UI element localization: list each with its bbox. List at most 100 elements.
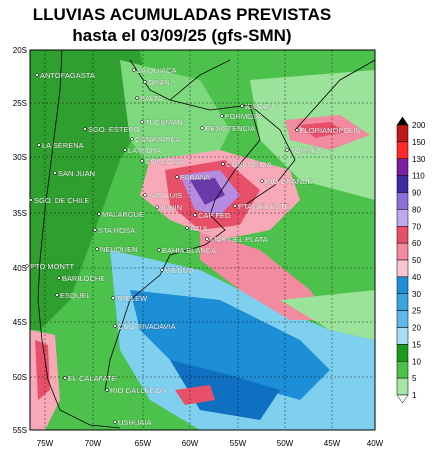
city-label: PTA DEL ESTE <box>238 202 290 211</box>
city-marker <box>135 96 139 100</box>
city-marker <box>175 175 179 179</box>
city-label: TUCUMAN <box>145 118 183 127</box>
city-label: RIO GALLEGOS <box>110 386 166 395</box>
city-label: SAN LUIS <box>148 191 182 200</box>
colorbar-bottom-arrow <box>396 394 409 404</box>
city-label: CORDOBA <box>145 157 183 166</box>
city-marker <box>95 247 99 251</box>
colorbar-box <box>396 226 409 244</box>
colorbar-box <box>396 242 409 261</box>
colorbar-box <box>396 175 409 193</box>
city-label: NEUQUEN <box>100 245 138 254</box>
colorbar-box <box>396 259 409 278</box>
city-marker <box>97 212 101 216</box>
colorbar-label: 110 <box>412 172 425 181</box>
city-label: BAHIA BLANCA <box>162 246 216 255</box>
colorbar-label: 50 <box>412 256 421 265</box>
colorbar-box <box>396 209 409 227</box>
city-marker <box>37 143 41 147</box>
colorbar-label: 5 <box>412 374 417 383</box>
latitude-label: 45S <box>13 318 27 327</box>
city-label: RESISTENCIA <box>205 124 255 133</box>
colorbar-box <box>396 310 409 328</box>
colorbar-box <box>396 124 409 143</box>
city-label: RIO GRANDE <box>265 177 313 186</box>
city-label: SAN JUAN <box>58 169 95 178</box>
city-marker <box>113 420 117 424</box>
title-line-2: hasta el 03/09/25 (gfs-SMN) <box>72 26 291 45</box>
latitude-label: 30S <box>13 153 27 162</box>
city-marker <box>132 68 136 72</box>
city-marker <box>57 276 61 280</box>
colorbar-label: 130 <box>412 155 426 164</box>
colorbar-label: 40 <box>412 273 421 282</box>
city-marker <box>220 114 224 118</box>
city-marker <box>123 148 127 152</box>
latitude-label: 55S <box>13 426 27 435</box>
city-label: CONCORDIA <box>226 160 272 169</box>
colorbar-box <box>396 141 409 159</box>
colorbar-label: 10 <box>412 357 421 366</box>
city-marker <box>111 296 115 300</box>
city-marker <box>221 162 225 166</box>
city-label: LA SERENA <box>42 141 84 150</box>
city-label: USHUAIA <box>118 418 151 427</box>
city-marker <box>105 388 109 392</box>
city-label: MAR DEL PLATA <box>210 235 268 244</box>
colorbar-label: 60 <box>412 239 421 248</box>
city-marker <box>157 248 161 252</box>
city-label: PARANA <box>180 173 210 182</box>
city-label: AZUL <box>190 224 209 233</box>
city-marker <box>113 324 117 328</box>
city-label: ORAN <box>148 78 170 87</box>
colorbar-top-arrow <box>396 116 409 126</box>
longitude-label: 45W <box>324 439 341 448</box>
city-label: SGO. DE CHILE <box>34 196 89 205</box>
colorbar-label: 25 <box>412 307 421 316</box>
latitude-label: 40S <box>13 264 27 273</box>
latitude-label: 20S <box>13 46 27 55</box>
colorbar-label: 70 <box>412 222 421 231</box>
city-marker <box>25 264 29 268</box>
colorbar-box <box>396 158 409 176</box>
city-label: EL CALAFATE <box>68 374 117 383</box>
colorbar-label: 15 <box>412 340 421 349</box>
colorbar-label: 30 <box>412 290 421 299</box>
longitude-label: 50W <box>277 439 294 448</box>
colorbar-box <box>396 344 409 362</box>
city-marker <box>130 137 134 141</box>
city-label: JUNIN <box>160 203 182 212</box>
city-marker <box>83 127 87 131</box>
city-marker <box>35 73 39 77</box>
city-label: CAP FED <box>198 211 231 220</box>
colorbar-label: 200 <box>412 121 426 130</box>
longitude-label: 70W <box>85 439 102 448</box>
map-field <box>30 50 375 430</box>
city-label: BARILOCHE <box>62 274 105 283</box>
city-marker <box>63 376 67 380</box>
latitude-label: 35S <box>13 209 27 218</box>
city-label: LA RIOJA <box>128 146 161 155</box>
longitude-label: 55W <box>230 439 247 448</box>
city-marker <box>200 126 204 130</box>
city-marker <box>93 228 97 232</box>
colorbar-box <box>396 293 409 311</box>
city-label: IGUAZU <box>245 102 273 111</box>
city-label: FORMOSA <box>225 112 263 121</box>
city-label: SALTA <box>140 94 163 103</box>
city-marker <box>140 120 144 124</box>
longitude-label: 40W <box>367 439 384 448</box>
colorbar-label: 20 <box>412 324 421 333</box>
city-marker <box>160 268 164 272</box>
city-marker <box>285 148 289 152</box>
city-label: TRELEW <box>116 294 148 303</box>
city-label: CDO RIVADAVIA <box>118 322 176 331</box>
colorbar-label: 1 <box>412 391 417 400</box>
colorbar-box <box>396 377 409 396</box>
city-marker <box>53 171 57 175</box>
colorbar-box <box>396 327 409 345</box>
map-frame <box>29 49 376 431</box>
city-label: CATAMARCA <box>135 135 181 144</box>
city-label: STA ROSA <box>98 226 135 235</box>
